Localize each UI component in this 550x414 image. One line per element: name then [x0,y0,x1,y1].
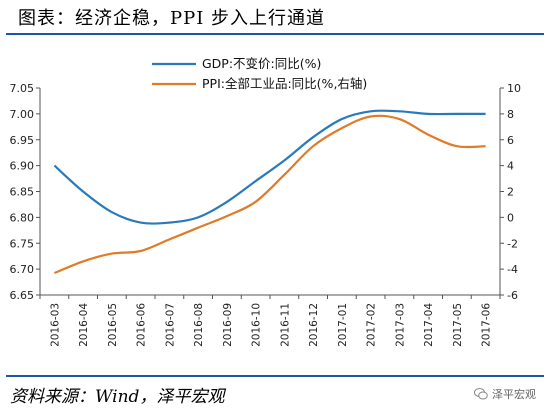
watermark-text: 泽平宏观 [492,388,536,401]
chart: 6.65 6.70 6.75 6.80 6.85 6.90 6.95 7.00 7.05 -6 -4… [10,56,522,347]
x-tick-label: 2016-10 [251,303,263,347]
top-divider [6,33,544,35]
y-right-tick-label: 4 [507,160,514,173]
x-tick-label: 2017-06 [481,303,493,347]
figure-title: 图表：经济企稳，PPI 步入上行通道 [18,8,326,29]
y-left-tick-label: 7.00 [10,108,35,121]
x-tick-label: 2016-05 [107,303,119,347]
y-left-tick-label: 6.75 [10,237,35,250]
legend-label: GDP:不变价:同比(%) [202,56,321,71]
x-tick-label: 2016-08 [193,303,205,347]
x-tick-label: 2016-06 [136,303,148,347]
bottom-divider [6,375,544,377]
x-tick-label: 2017-01 [337,303,349,347]
x-tick-label: 2017-02 [366,303,378,347]
axes: 6.65 6.70 6.75 6.80 6.85 6.90 6.95 7.00 7.05 -6 -4… [10,82,522,347]
y-right-tick-label: 0 [507,211,514,224]
x-tick-label: 2016-11 [279,303,291,347]
y-right-tick-label: 6 [507,134,514,147]
x-tick-label: 2016-03 [49,303,61,347]
x-tick-label: 2016-04 [78,303,90,347]
y-right-tick-label: 2 [507,186,514,199]
y-left-tick-label: 6.90 [10,160,35,173]
x-tick-label: 2016-09 [222,303,234,347]
x-tick-label: 2017-05 [452,303,464,347]
y-left-tick-label: 6.85 [10,186,35,199]
y-left-tick-label: 6.95 [10,134,35,147]
wechat-icon [474,388,488,400]
series-line-gdp [53,109,486,225]
legend-label: PPI:全部工业品:同比(%,右轴) [202,76,367,91]
y-left-tick-label: 6.65 [10,289,35,302]
x-tick-label: 2016-12 [308,303,320,347]
y-right-tick-label: 8 [507,108,514,121]
series-line-ppi [53,114,486,275]
y-right-tick-label: -4 [507,263,518,276]
y-left-tick-label: 7.05 [10,82,35,95]
watermark: 泽平宏观 [474,386,536,402]
y-right-tick-label: -6 [507,289,518,302]
x-tick-label: 2017-03 [394,303,406,347]
y-right-tick-label: 10 [507,82,521,95]
x-tick-label: 2016-07 [164,303,176,347]
series-lines [53,109,486,275]
source-note: 资料来源：Wind，泽平宏观 [10,387,225,407]
legend: GDP:不变价:同比(%) PPI:全部工业品:同比(%,右轴) [152,56,367,91]
x-tick-label: 2017-04 [423,303,435,347]
y-right-tick-label: -2 [507,237,518,250]
y-left-tick-label: 6.80 [10,211,35,224]
y-left-tick-label: 6.70 [10,263,35,276]
